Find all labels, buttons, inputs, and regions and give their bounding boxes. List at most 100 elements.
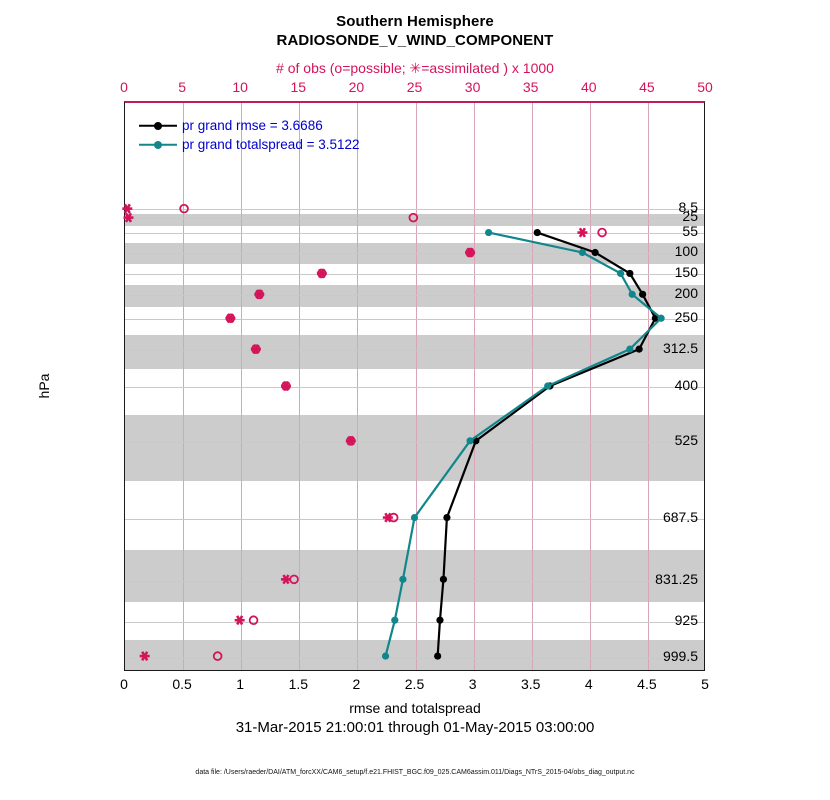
obs-possible-marker	[225, 313, 236, 324]
x-axis-tick-label: 2	[352, 676, 361, 692]
grid-line-horizontal	[125, 350, 704, 351]
series-point	[434, 652, 442, 660]
x-axis-title: rmse and totalspread	[349, 700, 481, 716]
top-x-axis-tick-label: 30	[464, 79, 481, 95]
obs-assimilated-marker	[280, 574, 291, 585]
series-point	[635, 345, 643, 353]
date-range-caption: 31-Mar-2015 21:00:01 through 01-May-2015…	[235, 719, 595, 736]
y-axis-tick-label: 200	[674, 285, 698, 301]
series-point	[628, 290, 636, 298]
title-line-2: RADIOSONDE_V_WIND_COMPONENT	[276, 32, 554, 49]
series-point	[399, 575, 407, 583]
series-point	[436, 616, 444, 624]
data-file-caption: data file: /Users/raeder/DAI/ATM_forcXX/…	[195, 769, 635, 776]
obs-possible-marker	[254, 289, 265, 300]
grid-line-vertical	[357, 103, 358, 670]
series-point	[639, 290, 647, 298]
top-x-axis-tick-label: 0	[120, 79, 128, 95]
top-axis-title: # of obs (o=possible; ✳=assimilated ) x …	[276, 60, 554, 76]
x-axis-tick-label: 0	[120, 676, 128, 692]
obs-possible-marker	[248, 615, 259, 625]
obs-possible-marker	[346, 436, 356, 446]
series-line	[436, 231, 657, 657]
series-point	[410, 513, 419, 522]
grid-line-vertical	[183, 103, 184, 670]
series-point	[466, 437, 474, 445]
obs-possible-marker	[408, 212, 419, 223]
series-point	[626, 269, 634, 277]
grid-line-horizontal	[125, 581, 704, 582]
obs-possible-marker	[281, 381, 291, 391]
grid-line-vertical	[474, 103, 475, 670]
x-axis-tick-label: 0.5	[172, 676, 192, 692]
legend-item-totalspread: pr grand totalspread = 3.5122	[139, 135, 360, 154]
pressure-band	[125, 414, 704, 481]
obs-possible-marker	[179, 203, 189, 214]
obs-possible-marker	[465, 247, 475, 258]
y-axis-tick-label: 8.5	[678, 199, 698, 215]
series-point	[443, 513, 451, 522]
grid-line-horizontal	[125, 622, 704, 623]
data-series-layer	[122, 203, 665, 662]
x-axis-tick-label: 2.5	[404, 676, 425, 692]
x-axis-tick-label: 4	[584, 676, 593, 692]
grid-line-vertical	[241, 103, 242, 670]
y-axis-tick-label: 525	[674, 432, 698, 448]
obs-possible-marker	[251, 344, 261, 354]
series-point	[485, 228, 493, 237]
y-axis-title: hPa	[36, 373, 52, 399]
plot-area: pr grand rmse = 3.6686 pr grand totalspr…	[122, 101, 705, 671]
y-axis-tick-label: 687.5	[662, 509, 698, 525]
series-point	[533, 228, 541, 237]
series-point	[617, 269, 625, 277]
series-line	[384, 231, 663, 657]
top-x-axis-tick-label: 10	[232, 79, 248, 95]
obs-possible-marker	[289, 574, 299, 585]
series-point	[651, 314, 659, 322]
grid-line-horizontal	[125, 658, 704, 659]
gridlines	[125, 103, 704, 670]
y-axis-tick-label: 55	[682, 223, 698, 239]
y-axis-tick-label: 400	[674, 377, 698, 393]
legend-label-totalspread: pr grand totalspread = 3.5122	[182, 137, 360, 152]
legend: pr grand rmse = 3.6686 pr grand totalspr…	[133, 112, 368, 159]
grid-line-horizontal	[125, 387, 704, 388]
y-axis-tick-label: 312.5	[662, 340, 698, 356]
grid-line-horizontal	[125, 209, 704, 210]
series-point	[391, 616, 399, 624]
y-axis-tick-label: 925	[674, 612, 698, 628]
grid-line-horizontal	[125, 233, 704, 234]
y-axis-tick-label: 999.5	[662, 648, 698, 664]
y-axis-tick-label: 250	[674, 309, 698, 325]
y-axis-tick-label: 831.25	[655, 571, 698, 587]
series-point	[439, 575, 448, 583]
obs-assimilated-marker	[234, 615, 245, 626]
y-axis-tick-label: 25	[682, 208, 698, 224]
series-point	[381, 652, 390, 660]
legend-label-rmse: pr grand rmse = 3.6686	[182, 118, 323, 133]
x-axis-tick-label: 5	[701, 676, 709, 692]
x-axis-tick-label: 3	[468, 676, 477, 692]
grid-line-horizontal	[125, 253, 704, 254]
top-x-axis-tick-label: 45	[639, 79, 655, 95]
chart-title: Southern Hemisphere RADIOSONDE_V_WIND_CO…	[0, 12, 830, 50]
obs-possible-marker	[388, 512, 399, 523]
x-axis-tick-label: 1	[236, 676, 245, 692]
top-x-axis-tick-label: 20	[348, 79, 365, 95]
series-point	[657, 314, 665, 322]
x-axis-tick-label: 3.5	[520, 676, 541, 692]
pressure-band	[125, 550, 704, 602]
y-axis-tick-label: 100	[674, 243, 698, 259]
grid-line-vertical	[416, 103, 417, 670]
series-point	[591, 248, 599, 257]
grid-line-horizontal	[125, 442, 704, 443]
legend-item-rmse: pr grand rmse = 3.6686	[139, 116, 360, 135]
grid-line-horizontal	[125, 319, 704, 320]
top-x-axis-tick-label: 35	[522, 79, 539, 95]
obs-assimilated-marker	[122, 203, 133, 214]
pressure-band	[125, 213, 704, 226]
grid-line-vertical	[532, 103, 533, 670]
grid-line-vertical	[299, 103, 300, 670]
top-x-axis-tick-label: 50	[697, 79, 713, 95]
obs-assimilated-marker	[139, 651, 150, 662]
